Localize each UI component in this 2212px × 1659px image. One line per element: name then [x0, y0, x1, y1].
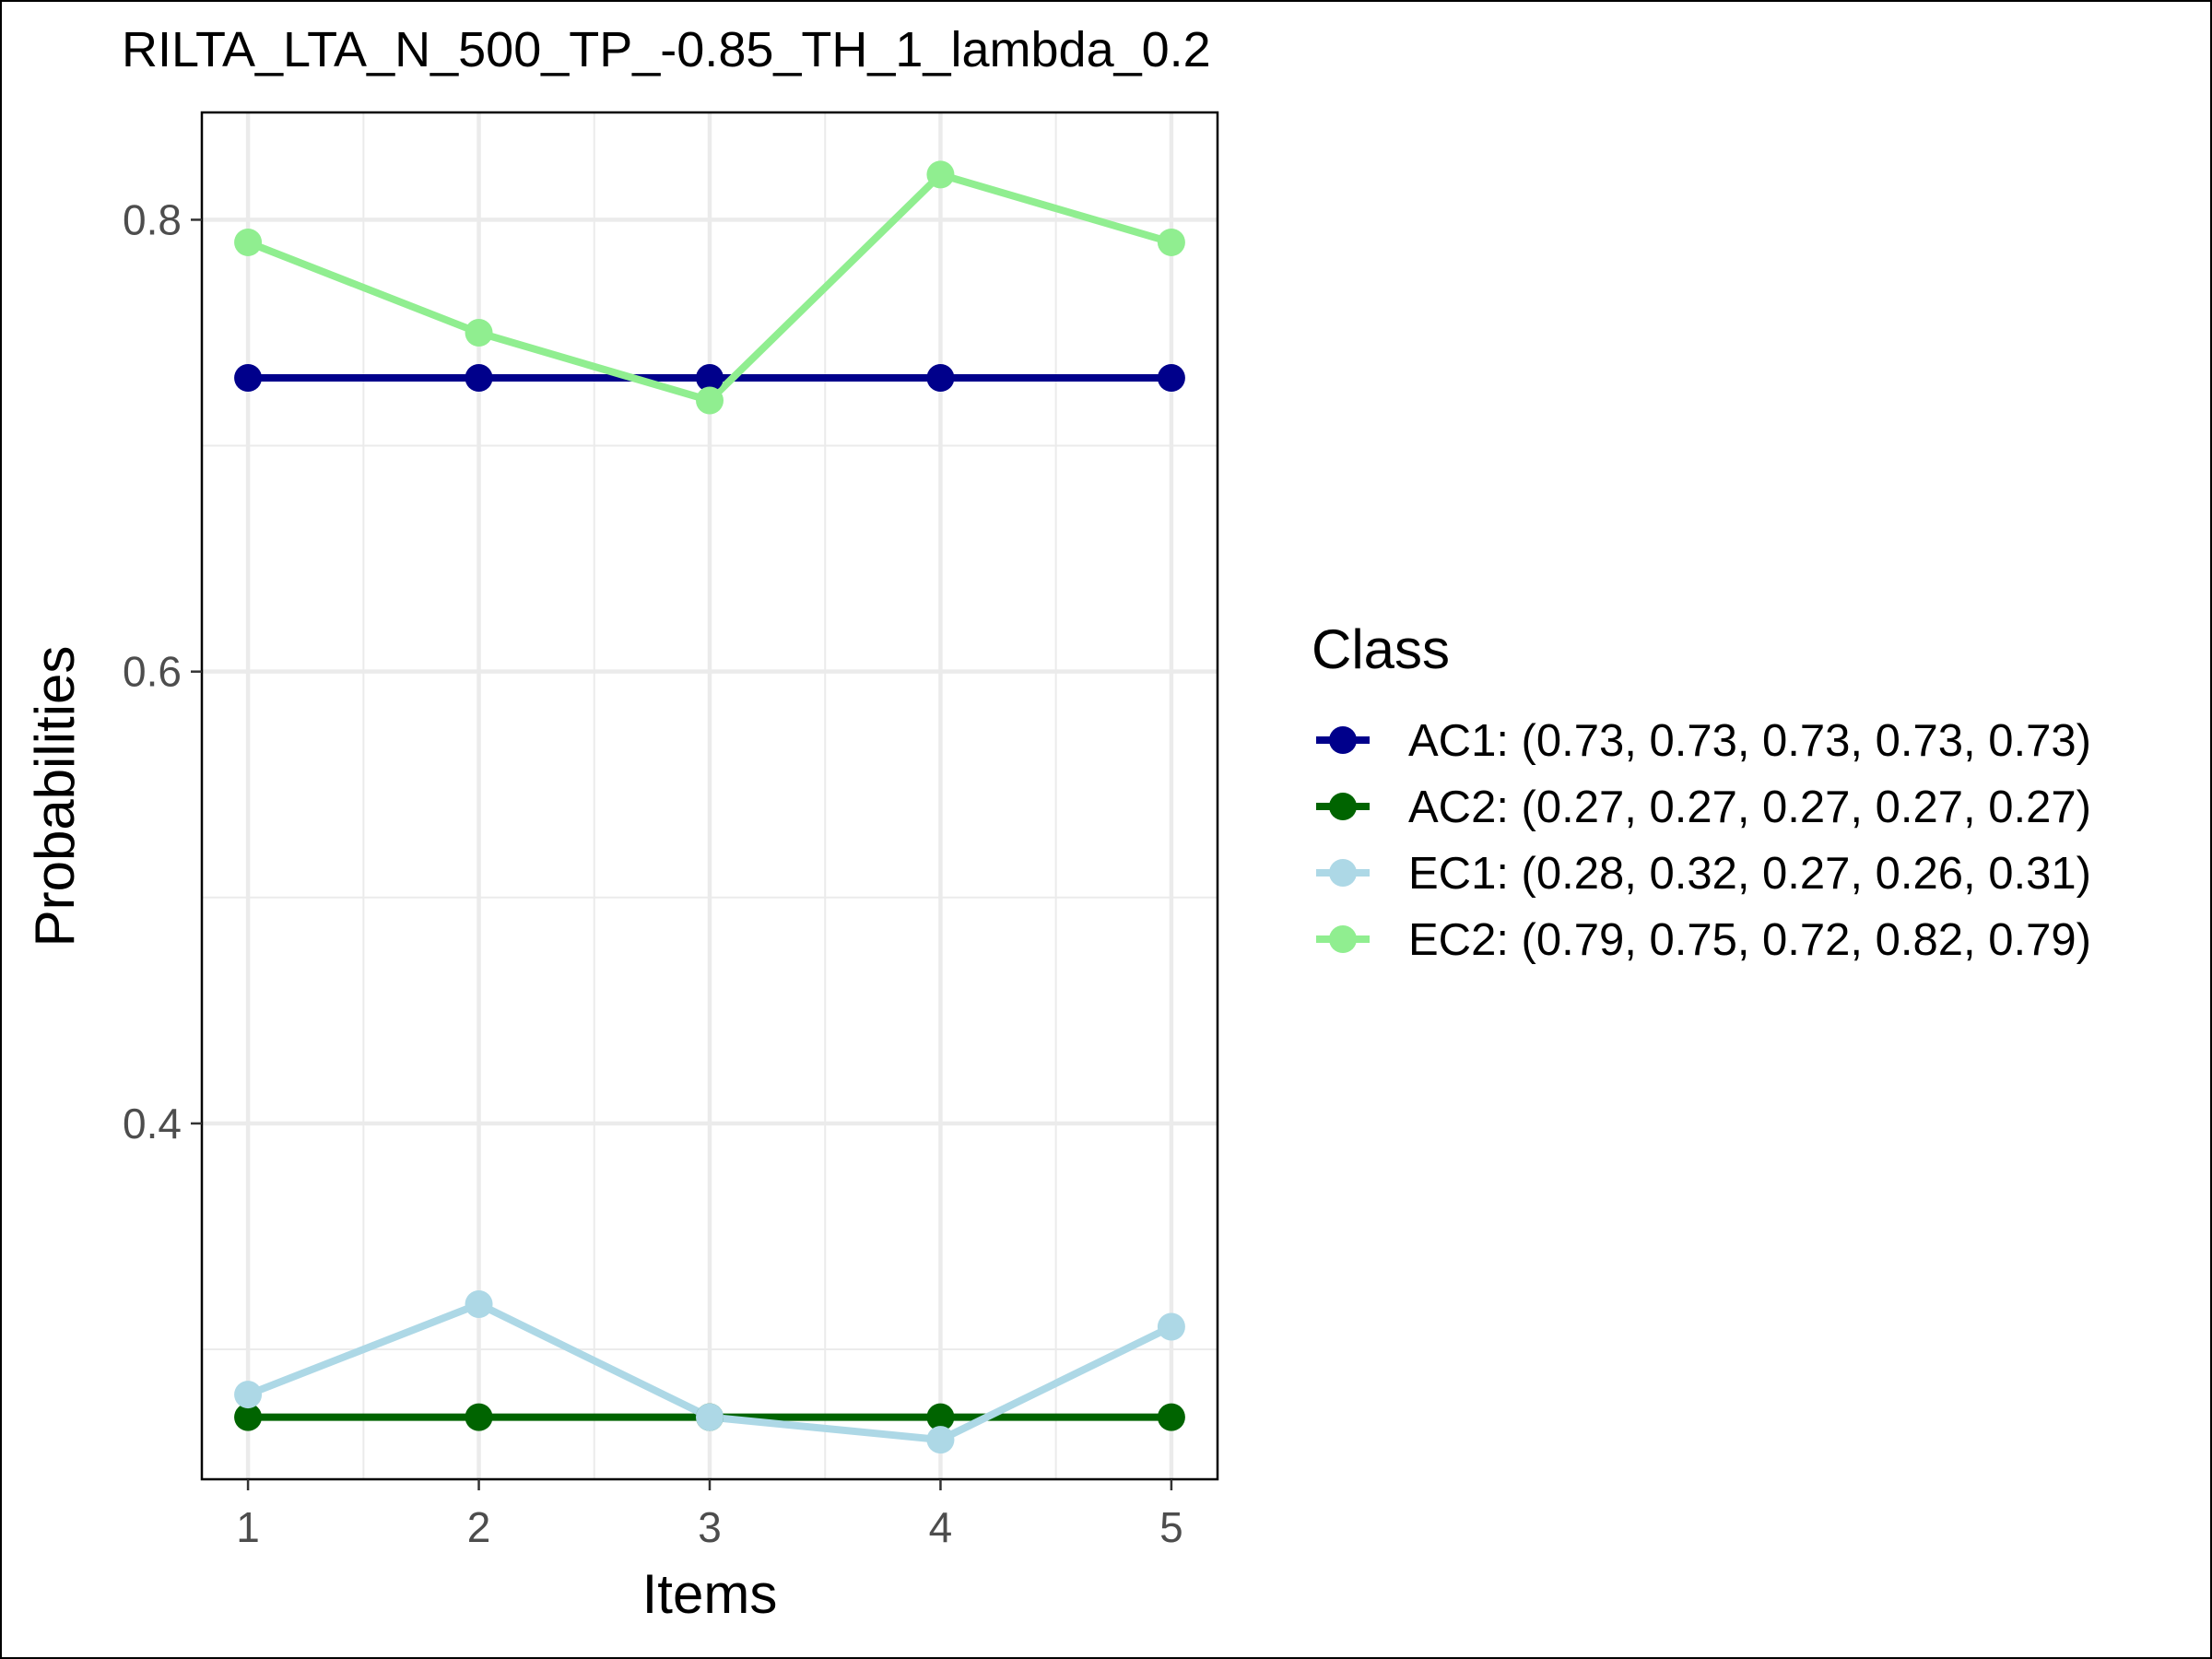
- data-point-ec1: [1157, 1312, 1185, 1341]
- data-point-ec1: [465, 1290, 493, 1319]
- data-point-ac1: [465, 364, 493, 393]
- x-axis-title: Items: [642, 1563, 778, 1625]
- y-axis-title: Probabilities: [24, 646, 86, 947]
- legend: Class AC1: (0.73, 0.73, 0.73, 0.73, 0.73…: [1312, 618, 2091, 965]
- chart-title: RILTA_LTA_N_500_TP_-0.85_TH_1_lambda_0.2: [122, 22, 1211, 77]
- data-point-ec2: [234, 228, 263, 256]
- legend-key-point: [1329, 925, 1357, 953]
- data-point-ac2: [465, 1403, 493, 1431]
- y-tick-label: 0.8: [123, 195, 182, 243]
- y-axis: 0.4 0.6 0.8: [123, 195, 202, 1147]
- legend-label-ec1: EC1: (0.28, 0.32, 0.27, 0.26, 0.31): [1408, 849, 2091, 899]
- x-tick-label: 5: [1159, 1503, 1183, 1551]
- legend-key-point: [1329, 793, 1357, 820]
- data-point-ac1: [926, 364, 955, 393]
- legend-label-ec2: EC2: (0.79, 0.75, 0.72, 0.82, 0.79): [1408, 915, 2091, 965]
- y-tick-label: 0.6: [123, 648, 182, 696]
- x-tick-label: 4: [929, 1503, 953, 1551]
- legend-key-point: [1329, 859, 1357, 887]
- data-point-ac2: [1157, 1403, 1185, 1431]
- grid-major: [202, 112, 1218, 1479]
- legend-label-ac1: AC1: (0.73, 0.73, 0.73, 0.73, 0.73): [1408, 716, 2091, 766]
- data-point-ac1: [696, 364, 724, 393]
- legend-title: Class: [1312, 618, 1450, 680]
- data-point-ac1: [234, 364, 263, 393]
- data-point-ec1: [926, 1426, 955, 1454]
- x-tick-label: 1: [236, 1503, 260, 1551]
- data-point-ec2: [1157, 228, 1185, 256]
- data-point-ec2: [926, 160, 955, 189]
- y-tick-label: 0.4: [123, 1100, 182, 1147]
- data-point-ec2: [696, 386, 724, 415]
- data-point-ec2: [465, 318, 493, 347]
- legend-items: AC1: (0.73, 0.73, 0.73, 0.73, 0.73) AC2: …: [1316, 716, 2091, 965]
- data-point-ac1: [1157, 364, 1185, 393]
- x-axis: 1 2 3 4 5: [236, 1479, 1183, 1551]
- x-tick-label: 2: [467, 1503, 491, 1551]
- data-point-ec1: [234, 1381, 263, 1409]
- series-layer: [234, 160, 1185, 1454]
- data-point-ac2: [926, 1403, 955, 1431]
- data-point-ec1: [696, 1403, 724, 1431]
- legend-key-point: [1329, 726, 1357, 754]
- data-point-ac2: [234, 1403, 263, 1431]
- x-tick-label: 3: [698, 1503, 722, 1551]
- legend-label-ac2: AC2: (0.27, 0.27, 0.27, 0.27, 0.27): [1408, 782, 2091, 832]
